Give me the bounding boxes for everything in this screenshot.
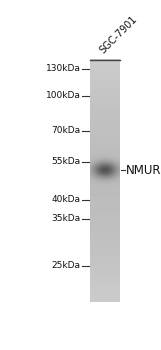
Text: 40kDa: 40kDa <box>52 195 81 204</box>
Text: 25kDa: 25kDa <box>52 261 81 270</box>
Text: 35kDa: 35kDa <box>52 214 81 223</box>
Text: 55kDa: 55kDa <box>52 158 81 167</box>
Text: NMUR1: NMUR1 <box>126 163 161 176</box>
Text: 70kDa: 70kDa <box>52 126 81 135</box>
Text: SGC-7901: SGC-7901 <box>98 14 139 56</box>
Text: 100kDa: 100kDa <box>46 91 81 100</box>
Text: 130kDa: 130kDa <box>46 64 81 74</box>
